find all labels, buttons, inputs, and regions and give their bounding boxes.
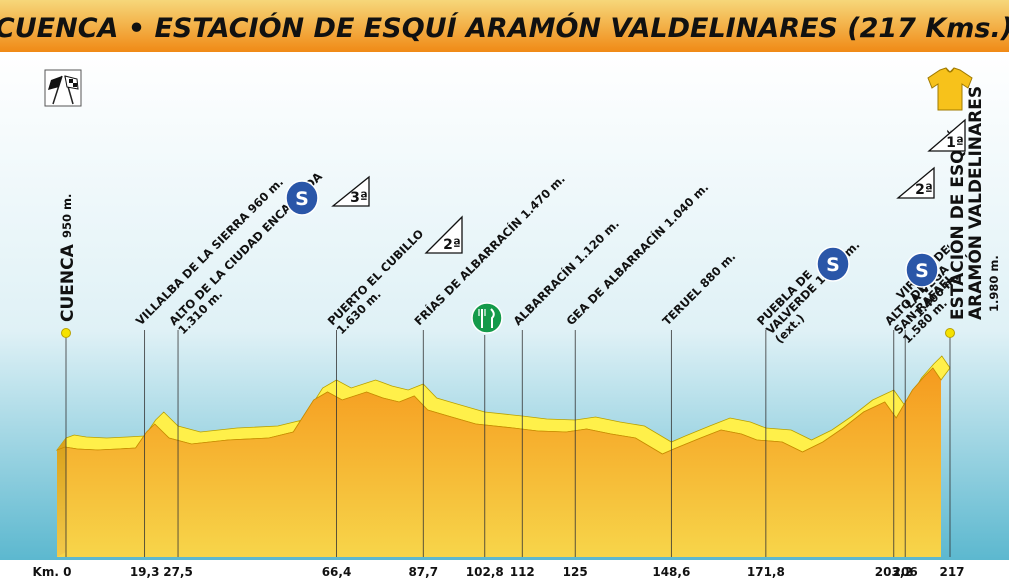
svg-text:S: S bbox=[826, 254, 840, 276]
svg-text:S: S bbox=[295, 188, 309, 210]
finish-marker bbox=[945, 328, 955, 338]
svg-text:3ª: 3ª bbox=[350, 190, 368, 206]
km-label: 206 bbox=[893, 565, 918, 579]
leader-jersey-icon bbox=[927, 67, 973, 111]
sprint-badge: S bbox=[285, 180, 319, 216]
profile-side bbox=[57, 438, 66, 557]
stage-title: CUENCA • ESTACIÓN DE ESQUÍ ARAMÓN VALDEL… bbox=[0, 12, 1009, 44]
profile-area bbox=[57, 368, 941, 557]
climb-category-badge: 1ª bbox=[927, 118, 966, 152]
km-label: 27,5 bbox=[163, 565, 193, 579]
finish-name-line1: ESTACIÓN DE ESQUÍ bbox=[946, 129, 968, 320]
title-banner bbox=[0, 0, 1009, 52]
km-end-label: 217 bbox=[939, 565, 964, 579]
km-label: 112 bbox=[510, 565, 535, 579]
checkered-flags-icon bbox=[44, 69, 82, 107]
km-label: 66,4 bbox=[322, 565, 352, 579]
km-label: 148,6 bbox=[652, 565, 690, 579]
climb-category-badge: 2ª bbox=[424, 215, 463, 254]
sprint-badge: S bbox=[816, 246, 850, 282]
km-label: 19,3 bbox=[130, 565, 160, 579]
axis-strip bbox=[0, 560, 1009, 579]
climb-category-badge: 2ª bbox=[896, 166, 935, 199]
km-start-label: Km. 0 bbox=[33, 565, 72, 579]
start-marker bbox=[61, 328, 71, 338]
start-altitude: 950 m. bbox=[60, 194, 74, 238]
svg-text:1ª: 1ª bbox=[946, 135, 964, 151]
start-name: CUENCA bbox=[58, 243, 78, 322]
sprint-badge: S bbox=[905, 252, 939, 288]
finish-name-line2: ARAMÓN VALDELINARES bbox=[964, 86, 986, 320]
svg-text:2ª: 2ª bbox=[915, 182, 933, 198]
climb-category-badge: 3ª bbox=[331, 175, 370, 207]
km-label: 87,7 bbox=[408, 565, 438, 579]
km-label: 125 bbox=[563, 565, 588, 579]
profile-edge bbox=[56, 367, 942, 455]
km-label: 203,2 bbox=[875, 565, 913, 579]
finish-altitude: 1.980 m. bbox=[987, 255, 1001, 312]
km-label: 171,8 bbox=[747, 565, 785, 579]
svg-text:S: S bbox=[915, 260, 929, 282]
feed-zone-icon bbox=[471, 302, 503, 334]
svg-text:2ª: 2ª bbox=[443, 237, 461, 253]
km-label: 102,8 bbox=[466, 565, 504, 579]
